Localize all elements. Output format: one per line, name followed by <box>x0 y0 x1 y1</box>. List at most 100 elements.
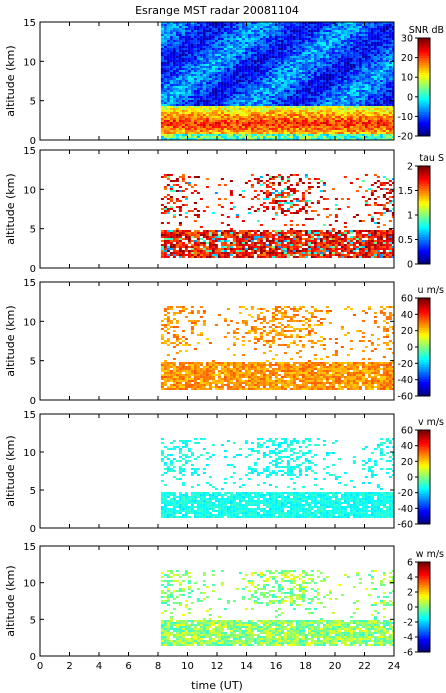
data-cell <box>370 136 374 138</box>
data-cell <box>337 76 341 78</box>
data-cell <box>193 118 197 120</box>
data-cell <box>304 34 308 36</box>
data-cell <box>223 44 227 46</box>
data-cell <box>295 22 299 24</box>
data-cell <box>343 74 347 76</box>
data-cell <box>343 110 347 112</box>
data-cell <box>235 80 239 82</box>
data-cell <box>238 102 242 104</box>
data-cell <box>316 26 320 28</box>
data-cell <box>370 60 374 62</box>
data-cell <box>379 136 383 138</box>
data-cell <box>295 52 299 54</box>
data-cell <box>163 72 167 74</box>
data-cell <box>283 44 287 46</box>
data-cell <box>367 26 371 28</box>
data-cell <box>217 122 221 124</box>
data-cell <box>211 136 215 138</box>
data-cell <box>172 96 176 98</box>
data-cell <box>166 254 170 256</box>
data-cell <box>196 238 200 240</box>
data-cell <box>163 136 167 138</box>
data-cell <box>322 58 326 60</box>
data-cell <box>265 48 269 50</box>
data-cell <box>379 64 383 66</box>
data-cell <box>343 58 347 60</box>
data-cell <box>385 100 389 102</box>
data-cell <box>250 112 254 114</box>
data-cell <box>160 102 164 104</box>
data-cell <box>361 106 365 108</box>
data-cell <box>343 128 347 130</box>
data-cell <box>364 28 368 30</box>
data-cell <box>265 38 269 40</box>
data-cell <box>316 44 320 46</box>
data-cell <box>391 126 394 128</box>
data-cell <box>193 250 197 252</box>
data-cell <box>310 74 314 76</box>
data-cell <box>295 92 299 94</box>
data-cell <box>310 48 314 50</box>
data-cell <box>355 70 359 72</box>
data-cell <box>184 204 188 206</box>
data-cell <box>373 46 377 48</box>
data-cell <box>322 80 326 82</box>
data-cell <box>250 68 254 70</box>
data-cell <box>160 110 164 112</box>
data-cell <box>292 42 296 44</box>
data-cell <box>217 24 221 26</box>
data-cell <box>274 92 278 94</box>
data-cell <box>184 250 188 252</box>
data-cell <box>307 40 311 42</box>
data-cell <box>163 40 167 42</box>
data-cell <box>337 68 341 70</box>
data-cell <box>229 62 233 64</box>
data-cell <box>184 212 188 214</box>
data-cell <box>166 78 170 80</box>
data-cell <box>301 22 305 24</box>
data-cell <box>337 128 341 130</box>
data-cell <box>238 94 242 96</box>
data-cell <box>280 132 284 134</box>
data-cell <box>244 110 248 112</box>
data-cell <box>253 84 257 86</box>
data-cell <box>256 70 260 72</box>
data-cell <box>361 70 365 72</box>
data-cell <box>202 92 206 94</box>
data-cell <box>280 78 284 80</box>
data-cell <box>301 46 305 48</box>
data-cell <box>241 36 245 38</box>
data-cell <box>166 76 170 78</box>
data-cell <box>196 114 200 116</box>
data-cell <box>262 60 266 62</box>
data-cell <box>193 42 197 44</box>
data-cell <box>307 96 311 98</box>
data-cell <box>226 112 230 114</box>
data-cell <box>313 104 317 106</box>
colorbar-segment <box>418 72 430 76</box>
data-cell <box>346 80 350 82</box>
data-cell <box>292 128 296 130</box>
data-cell <box>325 56 329 58</box>
data-cell <box>199 250 203 252</box>
data-cell <box>226 106 230 108</box>
data-cell <box>304 60 308 62</box>
data-cell <box>187 44 191 46</box>
data-cell <box>301 64 305 66</box>
data-cell <box>361 74 365 76</box>
data-cell <box>343 40 347 42</box>
data-cell <box>313 52 317 54</box>
data-cell <box>226 48 230 50</box>
data-cell <box>199 42 203 44</box>
data-cell <box>277 90 281 92</box>
data-cell <box>346 82 350 84</box>
data-cell <box>172 70 176 72</box>
colorbar-segment <box>418 109 430 112</box>
data-cell <box>223 98 227 100</box>
data-cell <box>391 42 394 44</box>
data-cell <box>172 126 176 128</box>
data-cell <box>208 40 212 42</box>
data-cell <box>367 40 371 42</box>
data-cell <box>349 72 353 74</box>
data-cell <box>175 94 179 96</box>
